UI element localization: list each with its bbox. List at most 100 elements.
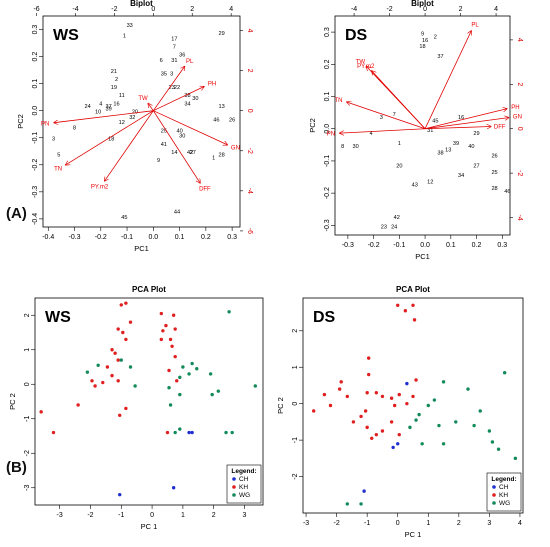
legend-entry: KH [239,484,248,491]
data-point-wg [178,427,182,431]
observation-label: 20 [132,109,138,115]
observation-label: 30 [352,144,358,150]
y-tick-label: -2 [292,473,299,479]
right-tick-label: 2 [246,69,253,73]
observation-label: 22 [174,85,180,91]
x-tick-label: -1 [364,520,370,527]
data-point-wg [190,361,194,366]
loading-label: PY.m2 [357,64,375,70]
x-tick-label: 3 [487,520,491,527]
x-tick-label: -0.4 [42,234,54,241]
top-tick-label: -4 [351,6,357,13]
top-tick-label: -4 [72,6,78,13]
x-tick-label: -2 [333,520,339,527]
legend-entry: WG [499,500,510,507]
observation-label: 6 [160,58,163,64]
y-tick-label: -0.2 [32,159,39,171]
loading-label: PH [208,82,216,88]
x-tick-label: -0.1 [121,234,133,241]
observation-label: 37 [437,54,443,60]
y-tick-label: -2 [24,450,31,456]
top-tick-label: 4 [229,6,233,13]
x-tick-label: 0 [150,512,154,519]
x-tick-label: 1 [181,512,185,519]
data-point-kh [389,420,394,424]
top-tick-label: 2 [459,6,463,13]
x-axis-title: PC1 [415,252,430,261]
loading-arrow [152,67,184,111]
y-tick-label: 2 [292,329,299,333]
loading-label: DFF [199,187,211,193]
y-tick-label: -0.4 [32,213,39,225]
data-point-kh [365,425,369,430]
x-tick-label: -0.3 [342,242,354,249]
top-tick-label: -2 [111,6,117,13]
top-tick-label: -6 [33,6,39,13]
row-label-a: (A) [6,205,27,222]
loading-arrow [425,126,491,130]
x-tick-label: -0.2 [368,242,380,249]
chart-title: PCA Plot [132,285,166,294]
loading-label: TW [138,96,148,102]
legend-entry: KH [499,492,508,499]
y-tick-label: -1 [292,437,299,443]
observation-label: 28 [218,153,224,159]
data-point-wg [224,430,228,435]
loading-label: PL [186,59,194,65]
data-point-kh [337,387,342,391]
data-point-kh [380,394,385,399]
data-point-ch [190,430,194,435]
data-point-wg [502,371,507,375]
data-point-kh [396,303,400,307]
observation-label: 38 [184,93,190,99]
data-point-kh [374,432,379,437]
data-point-kh [116,379,120,383]
x-tick-label: -3 [57,512,63,519]
data-point-wg [420,442,424,446]
observation-label: 29 [473,131,479,137]
legend-entry: CH [499,484,509,491]
loading-arrow [372,71,426,129]
right-tick-label: 4 [516,38,523,42]
observation-label: 46 [504,189,510,195]
data-point-wg [466,387,470,391]
legend-marker [232,493,236,497]
legend-title: Legend: [491,476,516,483]
data-point-kh [93,384,97,388]
observation-label: 25 [491,170,497,176]
data-point-wg [181,365,185,369]
data-point-wg [216,389,221,393]
data-point-kh [128,320,133,324]
observation-label: 19 [111,85,117,91]
observation-label: 21 [111,69,117,75]
x-tick-label: -0.1 [393,242,405,249]
observation-label: 44 [174,209,180,215]
observation-label: 2 [434,35,437,41]
right-tick-label: -2 [246,148,253,154]
observation-label: 18 [108,136,114,142]
data-point-wg [441,380,446,384]
observation-label: 31 [171,58,177,64]
x-tick-label: 0 [396,520,400,527]
data-point-kh [167,368,171,373]
observation-label: 24 [391,225,397,231]
loading-label: GN [513,115,522,121]
observation-label: 37 [106,104,112,110]
data-point-kh [105,365,110,369]
observation-label: 1 [398,141,401,147]
observation-label: 3 [380,115,383,121]
observation-label: 13 [445,147,451,153]
observation-label: 28 [491,186,497,192]
loading-arrow [152,110,200,183]
loading-label: TN [334,98,342,104]
data-point-ch [391,445,395,450]
data-point-kh [159,337,164,342]
y-tick-label: 0 [292,402,299,406]
x-axis-title: PC 1 [141,522,158,531]
y-tick-label: 0.3 [324,27,331,37]
y-axis-title: PC2 [308,118,317,133]
data-point-wg [119,358,123,362]
data-point-wg [230,430,234,435]
right-tick-label: -2 [516,170,523,176]
